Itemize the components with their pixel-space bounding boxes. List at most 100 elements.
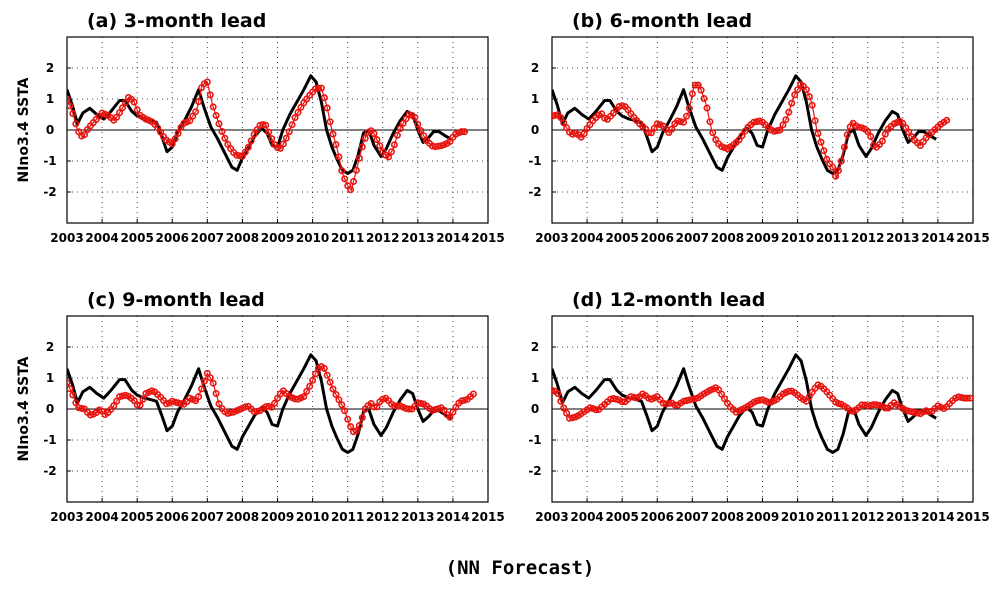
forecast-point (326, 118, 334, 126)
forecast-point (461, 128, 469, 136)
forecast-point (390, 141, 398, 149)
x-tick-label: 2003 (535, 510, 568, 524)
forecast-point (665, 399, 673, 407)
forecast-point (259, 121, 267, 129)
forecast-point (814, 129, 822, 137)
x-tick-label: 2005 (605, 231, 638, 245)
forecast-point (387, 148, 395, 156)
forecast-point (872, 401, 880, 409)
forecast-point (449, 408, 457, 416)
y-tick-label: 1 (46, 371, 54, 385)
forecast-point (285, 128, 293, 136)
forecast-point (688, 90, 696, 98)
forecast-point (306, 382, 314, 390)
x-tick-label: 2012 (366, 231, 399, 245)
y-tick-label: -1 (43, 154, 56, 168)
y-tick-label: 1 (46, 92, 54, 106)
forecast-point (411, 113, 419, 121)
forecast-point (875, 401, 883, 409)
x-tick-label: 2006 (641, 510, 674, 524)
forecast-point (580, 130, 588, 138)
panel-title: (b) 6-month lead (572, 10, 752, 32)
forecast-point (317, 84, 325, 92)
x-tick-label: 2006 (156, 510, 189, 524)
forecast-point (358, 414, 366, 422)
forecast-point (326, 378, 334, 386)
forecast-point (268, 135, 276, 143)
y-tick-label: 0 (531, 123, 539, 137)
forecast-point (373, 403, 381, 411)
y-tick-label: -2 (528, 464, 541, 478)
forecast-point (361, 134, 369, 142)
forecast-point (130, 98, 138, 106)
y-tick-label: 0 (46, 123, 54, 137)
forecast-point (552, 386, 556, 394)
x-tick-label: 2013 (886, 231, 919, 245)
forecast-point (347, 423, 355, 431)
x-tick-label: 2015 (956, 510, 989, 524)
forecast-point (706, 118, 714, 126)
x-tick-label: 2011 (331, 231, 364, 245)
forecast-point (349, 178, 357, 186)
forecast-point (764, 398, 772, 406)
forecast-point (691, 81, 699, 89)
forecast-point (241, 403, 249, 411)
forecast-point (811, 117, 819, 125)
forecast-point (568, 414, 576, 422)
forecast-point (78, 404, 86, 412)
forecast-point (834, 167, 842, 175)
x-tick-label: 2009 (261, 510, 294, 524)
forecast-point (314, 84, 322, 92)
y-tick-label: 1 (531, 371, 539, 385)
forecast-point (195, 393, 203, 401)
forecast-point (864, 128, 872, 136)
forecast-point (309, 376, 317, 384)
x-tick-label: 2010 (781, 510, 814, 524)
forecast-point (677, 118, 685, 126)
y-axis-label: NIno3.4 SSTA (16, 356, 32, 461)
forecast-point (215, 400, 223, 408)
forecast-point (323, 104, 331, 112)
x-tick-label: 2012 (851, 231, 884, 245)
forecast-point (67, 102, 74, 110)
forecast-point (265, 128, 273, 136)
forecast-point (241, 148, 249, 156)
forecast-point (244, 143, 252, 151)
x-tick-label: 2009 (261, 231, 294, 245)
forecast-point (206, 91, 214, 99)
y-tick-label: 1 (531, 92, 539, 106)
forecast-point (341, 407, 349, 415)
forecast-point (697, 86, 705, 94)
x-tick-label: 2010 (296, 510, 329, 524)
forecast-point (355, 154, 363, 162)
forecast-point (122, 99, 130, 107)
forecast-point (81, 131, 89, 139)
forecast-point (694, 81, 702, 89)
forecast-point (773, 127, 781, 135)
forecast-point (832, 172, 840, 180)
x-tick-label: 2014 (436, 231, 469, 245)
x-tick-label: 2015 (956, 231, 989, 245)
forecast-point (563, 409, 571, 417)
forecast-point (680, 118, 688, 126)
forecast-point (203, 78, 211, 86)
y-tick-label: 2 (531, 61, 539, 75)
x-tick-label: 2009 (746, 231, 779, 245)
forecast-point (820, 147, 828, 155)
forecast-point (554, 389, 562, 397)
forecast-point (393, 131, 401, 139)
forecast-point (878, 137, 886, 145)
panel-title: (d) 12-month lead (572, 289, 765, 311)
forecast-point (279, 140, 287, 148)
forecast-point (320, 364, 328, 372)
forecast-point (119, 104, 127, 112)
x-tick-label: 2008 (226, 231, 259, 245)
forecast-point (417, 399, 425, 407)
forecast-point (300, 393, 308, 401)
y-tick-label: -2 (528, 185, 541, 199)
forecast-point (805, 93, 813, 101)
forecast-point (209, 379, 217, 387)
forecast-point (373, 136, 381, 144)
forecast-point (198, 385, 206, 393)
forecast-point (338, 401, 346, 409)
